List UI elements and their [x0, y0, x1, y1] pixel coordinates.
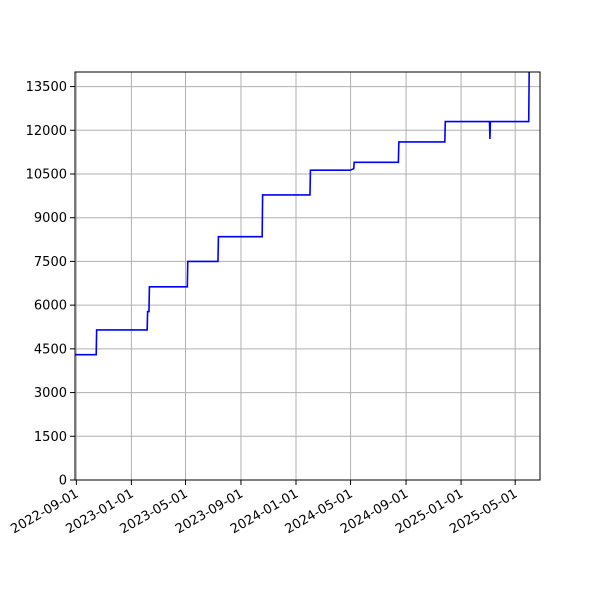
y-tick-label: 13500: [26, 80, 67, 95]
y-tick-label: 12000: [26, 124, 67, 139]
y-tick-label: 0: [59, 474, 67, 489]
y-tick-label: 10500: [26, 168, 67, 183]
y-tick-label: 4500: [34, 342, 67, 357]
series-line: [75, 72, 530, 356]
y-tick-label: 1500: [34, 430, 67, 445]
x-axis: 2022-09-012023-01-012023-05-012023-09-01…: [8, 480, 520, 537]
y-tick-label: 6000: [34, 299, 67, 314]
grid: [75, 72, 540, 481]
plot-frame: [74, 71, 541, 481]
y-tick-label: 3000: [34, 386, 67, 401]
y-tick-label: 7500: [34, 255, 67, 270]
series-layer: [75, 72, 530, 356]
y-axis: 0 1500 3000 4500 6000 7500 9000 10500 12000 13500: [26, 80, 75, 489]
y-tick-label: 9000: [34, 211, 67, 226]
